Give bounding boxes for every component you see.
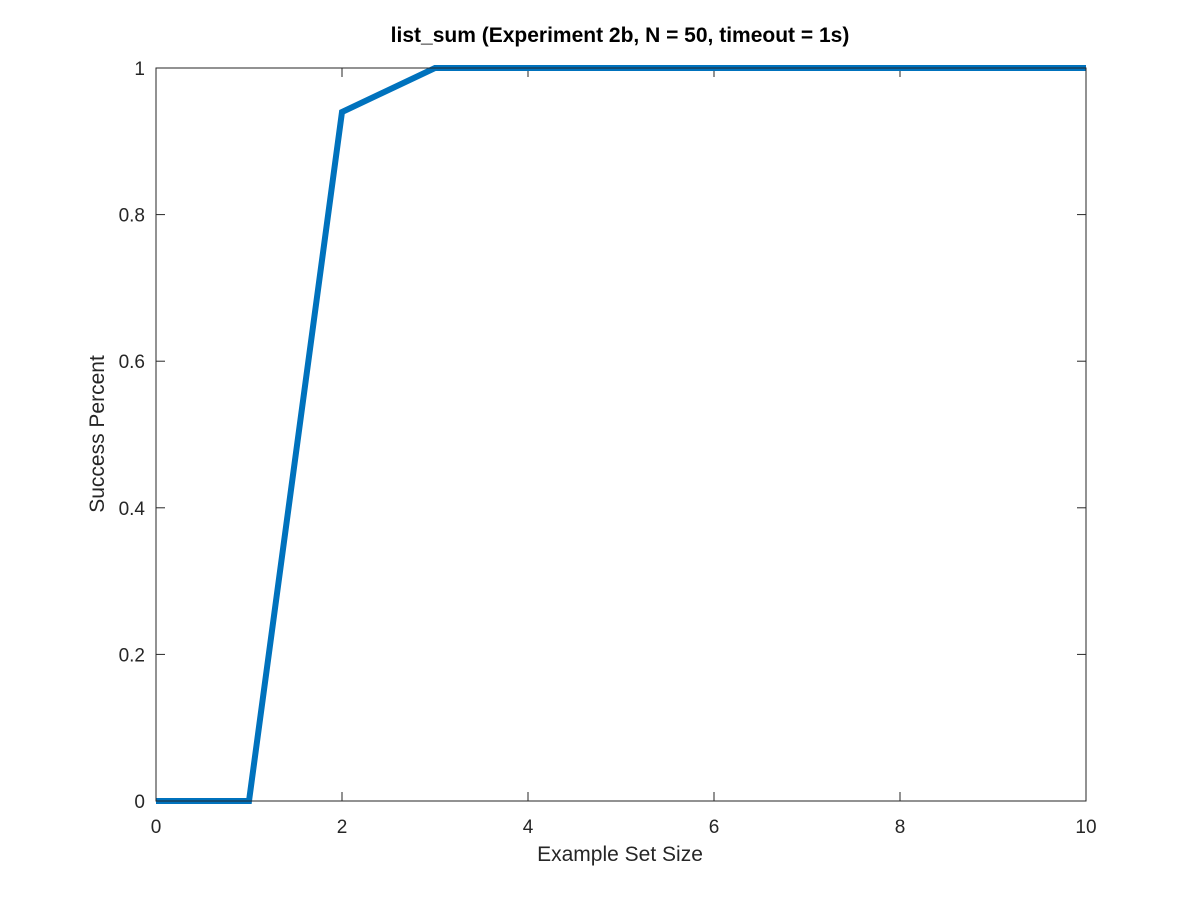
x-tick-label: 8 — [895, 817, 906, 838]
x-axis-label: Example Set Size — [537, 843, 703, 866]
y-tick-label: 0.4 — [119, 499, 146, 520]
x-tick-label: 4 — [523, 817, 534, 838]
y-tick-label: 1 — [134, 59, 145, 80]
x-tick-label: 2 — [337, 817, 348, 838]
y-axis-label: Success Percent — [86, 355, 109, 513]
tick-labels: 0 2 4 6 8 10 0 0.2 0.4 0.6 0.8 1 — [119, 59, 1097, 838]
y-tick-label: 0 — [134, 792, 145, 813]
axes-box — [155, 67, 1087, 802]
x-tick-label: 0 — [151, 817, 162, 838]
x-tick-label: 10 — [1075, 817, 1096, 838]
plot-area — [156, 68, 1086, 801]
chart-title: list_sum (Experiment 2b, N = 50, timeout… — [391, 24, 850, 47]
y-tick-label: 0.2 — [119, 645, 145, 666]
y-tick-label: 0.6 — [119, 352, 145, 373]
x-tick-label: 6 — [709, 817, 720, 838]
y-tick-label: 0.8 — [119, 206, 145, 227]
